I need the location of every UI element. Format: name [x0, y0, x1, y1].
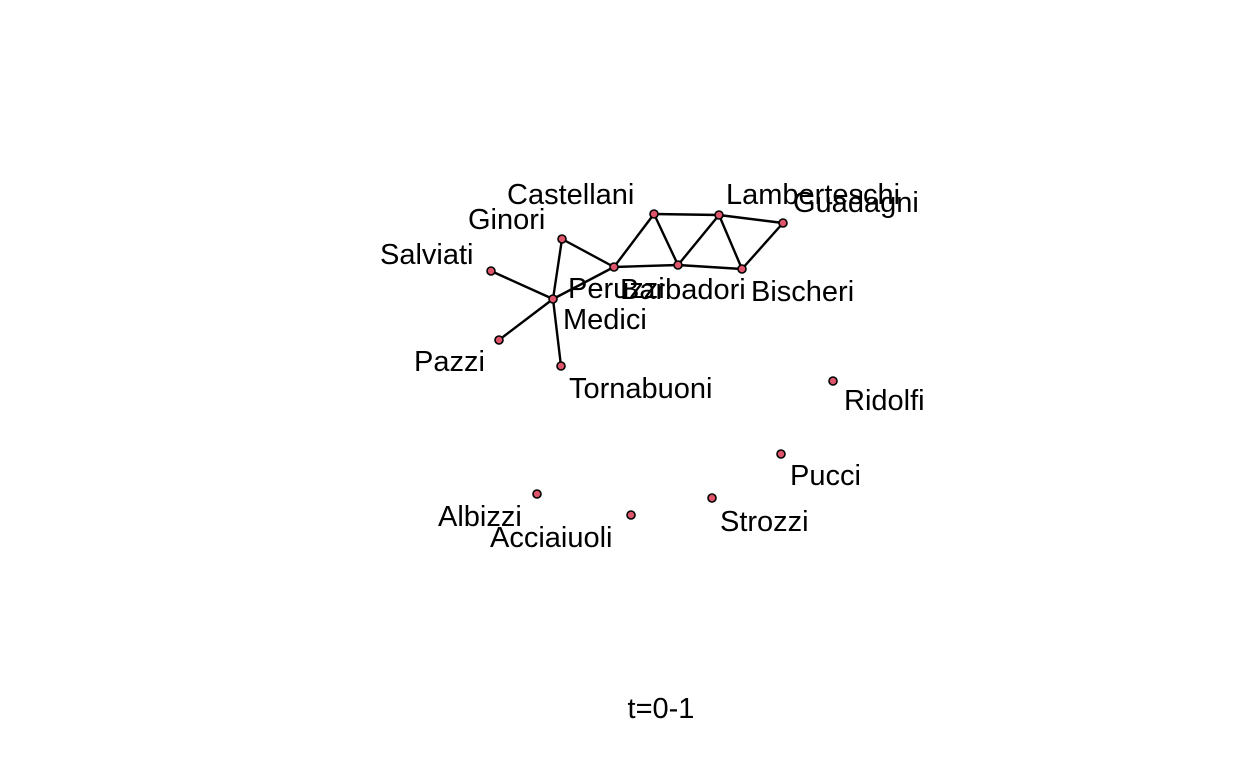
node-strozzi [707, 493, 717, 503]
edge-castellani-lamberteschi [653, 212, 720, 217]
node-label-bischeri: Bischeri [751, 276, 854, 308]
node-castellani [649, 209, 659, 219]
node-pucci [776, 449, 786, 459]
node-label-albizzi: Albizzi [438, 501, 522, 533]
edge-ginori-peruzzi [561, 237, 615, 269]
node-label-pazzi: Pazzi [414, 346, 485, 378]
node-label-barbadori: Barbadori [620, 274, 746, 306]
node-label-pucci: Pucci [790, 460, 861, 492]
edge-barbadori-bischeri [677, 263, 743, 271]
edge-castellani-barbadori [652, 213, 680, 266]
node-medici [548, 294, 558, 304]
edge-lamberteschi-bischeri [717, 214, 744, 270]
edge-ginori-medici [551, 238, 564, 300]
edge-peruzzi-barbadori [613, 263, 679, 269]
node-layer [486, 209, 838, 520]
node-label-peruzzi: Peruzzi [568, 273, 665, 305]
node-ginori [557, 234, 567, 244]
edge-salviati-medici [490, 269, 554, 301]
node-label-lamberteschi: Lamberteschi [726, 179, 900, 211]
node-tornabuoni [556, 361, 566, 371]
node-bischeri [737, 264, 747, 274]
node-label-castellani: Castellani [507, 179, 634, 211]
node-peruzzi [609, 262, 619, 272]
edge-pazzi-medici [498, 298, 554, 341]
edge-guadagni-bischeri [741, 222, 784, 270]
node-salviati [486, 266, 496, 276]
node-barbadori [673, 260, 683, 270]
time-caption: t=0-1 [628, 693, 695, 725]
node-pazzi [494, 335, 504, 345]
node-label-tornabuoni: Tornabuoni [569, 373, 713, 405]
node-label-guadagni: Guadagni [793, 187, 919, 219]
edge-lamberteschi-guadagni [718, 213, 784, 225]
node-label-salviati: Salviati [380, 239, 474, 271]
edge-lamberteschi-barbadori [677, 214, 720, 266]
node-label-medici: Medici [563, 304, 647, 336]
node-label-acciaiuoli: Acciaiuoli [490, 522, 613, 554]
edge-tornabuoni-medici [551, 298, 563, 367]
node-albizzi [532, 489, 542, 499]
edge-layer [490, 212, 784, 367]
edge-peruzzi-castellani [613, 213, 655, 268]
node-ridolfi [828, 376, 838, 386]
node-label-ginori: Ginori [468, 204, 545, 236]
node-label-ridolfi: Ridolfi [844, 385, 925, 417]
node-lamberteschi [714, 210, 724, 220]
node-label-strozzi: Strozzi [720, 506, 809, 538]
edge-medici-peruzzi [552, 265, 615, 301]
node-guadagni [778, 218, 788, 228]
node-acciaiuoli [626, 510, 636, 520]
